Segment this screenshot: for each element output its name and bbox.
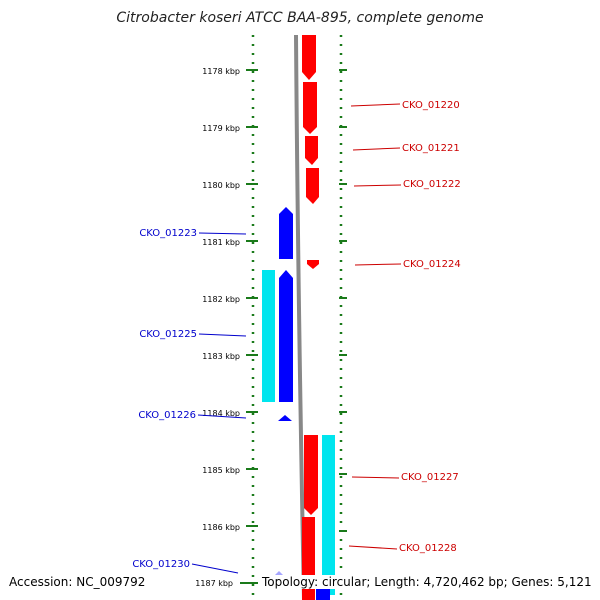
- gene-block-cko-01227: [304, 435, 318, 515]
- gene-label-text: CKO_01226: [138, 410, 196, 421]
- accession-text: Accession: NC_009792: [9, 575, 146, 589]
- gene-label-text: CKO_01223: [139, 228, 197, 239]
- gene-label-cko-01225[interactable]: CKO_01225: [139, 329, 247, 340]
- leader-line: [350, 103, 401, 107]
- gene-label-cko-01228[interactable]: CKO_01228: [348, 543, 457, 554]
- gene-block-cko-01220: [303, 82, 317, 134]
- gene-label-text: CKO_01224: [403, 259, 461, 270]
- leader-line: [198, 232, 247, 235]
- genome-summary-text: Topology: circular; Length: 4,720,462 bp…: [262, 575, 592, 589]
- gene-block-cko-01219: [302, 35, 316, 80]
- gene-label-text: CKO_01222: [403, 179, 461, 190]
- ruler-tick-label: 1182 kbp: [202, 295, 240, 304]
- leader-line: [197, 414, 247, 419]
- gene-label-cko-01220[interactable]: CKO_01220: [350, 100, 460, 111]
- gene-block-cko-01229: [316, 586, 330, 600]
- ruler-tick-label: 1178 kbp: [202, 67, 240, 76]
- gene-label-text: CKO_01228: [399, 543, 457, 554]
- gene-label-cko-01221[interactable]: CKO_01221: [352, 143, 460, 154]
- leader-line: [198, 333, 247, 337]
- gene-label-text: CKO_01227: [401, 472, 459, 483]
- ruler-tick-1181: 1181 kbp: [202, 238, 258, 247]
- ruler-tick-1180: 1180 kbp: [202, 181, 258, 190]
- ruler-tick-label: 1179 kbp: [202, 124, 240, 133]
- gene-label-text: CKO_01225: [139, 329, 197, 340]
- gene-block-cko-01224: [307, 260, 319, 269]
- gene-block-cko-01225: [279, 270, 293, 402]
- gene-block-cko-01221: [305, 136, 318, 165]
- ruler-tick-label: 1186 kbp: [202, 523, 240, 532]
- gene-label-cko-01223[interactable]: CKO_01223: [139, 228, 247, 239]
- ruler-tick-1185: 1185 kbp: [202, 466, 258, 475]
- gene-label-cko-01222[interactable]: CKO_01222: [353, 179, 461, 190]
- leader-line: [352, 147, 401, 151]
- rna-block-left: [262, 270, 275, 402]
- leader-line: [348, 545, 398, 550]
- ruler-tick-label: 1184 kbp: [202, 409, 240, 418]
- gene-label-cko-01226[interactable]: CKO_01226: [138, 410, 247, 421]
- gene-block-cko-01222: [306, 168, 319, 204]
- gene-label-cko-01227[interactable]: CKO_01227: [351, 472, 459, 483]
- genome-backbone: [294, 34, 306, 600]
- rna-block-right: [322, 435, 335, 595]
- ruler-tick-1186: 1186 kbp: [202, 523, 258, 532]
- leader-line: [354, 263, 402, 266]
- ruler-tick-1179: 1179 kbp: [202, 124, 258, 133]
- ruler-tick-1182: 1182 kbp: [202, 295, 258, 304]
- ruler-tick-label: 1181 kbp: [202, 238, 240, 247]
- ruler-tick-label: 1185 kbp: [202, 466, 240, 475]
- gene-block-cko-01223: [279, 207, 293, 259]
- leader-line: [351, 476, 400, 479]
- ruler-tick-1184: 1184 kbp: [202, 409, 258, 418]
- gene-label-text: CKO_01230: [132, 559, 190, 570]
- ruler-tick-1178: 1178 kbp: [202, 67, 258, 76]
- ruler-tick-label: 1187 kbp: [195, 579, 233, 588]
- right-ruler-ticks: [339, 69, 347, 532]
- gene-label-cko-01224[interactable]: CKO_01224: [354, 259, 461, 270]
- ruler-tick-label: 1180 kbp: [202, 181, 240, 190]
- gene-label-cko-01230[interactable]: CKO_01230: [132, 559, 239, 574]
- ruler-tick-1183: 1183 kbp: [202, 352, 258, 361]
- leader-line: [353, 184, 402, 187]
- gene-label-text: CKO_01220: [402, 100, 460, 111]
- ruler-tick-label: 1183 kbp: [202, 352, 240, 361]
- leader-line: [191, 563, 239, 574]
- gene-label-text: CKO_01221: [402, 143, 460, 154]
- ruler-tick-1187: 1187 kbp: [195, 579, 258, 588]
- gene-block-cko-01226: [278, 415, 292, 421]
- genome-title: Citrobacter koseri ATCC BAA-895, complet…: [116, 10, 484, 26]
